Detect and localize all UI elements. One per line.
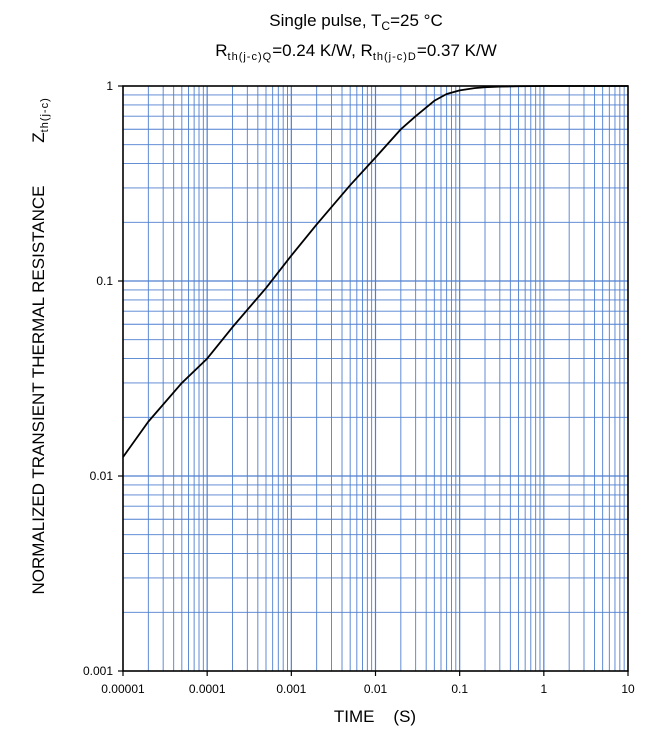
title2-r1-sub: th(j-c)Q bbox=[228, 51, 273, 63]
y-axis-z-label: Zth(j-c) bbox=[29, 97, 51, 143]
y-axis-label: NORMALIZED TRANSIENT THERMAL RESISTANCE bbox=[29, 185, 48, 594]
y-axis-label-group: NORMALIZED TRANSIENT THERMAL RESISTANCE bbox=[29, 185, 48, 594]
chart-title-line1: Single pulse, TC=25 °C bbox=[269, 11, 442, 33]
y-tick-label: 0.01 bbox=[90, 469, 114, 483]
title1-suffix: =25 °C bbox=[390, 11, 443, 30]
title1-sub: C bbox=[381, 19, 390, 33]
y-axis-z-group: Zth(j-c) bbox=[29, 97, 51, 143]
y-tick-label: 0.1 bbox=[96, 274, 113, 288]
x-tick-label: 0.0001 bbox=[189, 682, 226, 696]
y-tick-label: 0.001 bbox=[83, 664, 113, 678]
title2-r1: R bbox=[215, 41, 227, 60]
title2-r2-sub: th(j-c)D bbox=[373, 51, 417, 63]
x-tick-label: 0.001 bbox=[276, 682, 306, 696]
x-tick-label: 0.1 bbox=[451, 682, 468, 696]
y-axis-label-main: NORMALIZED TRANSIENT THERMAL RESISTANCE bbox=[29, 185, 48, 594]
x-tick-label: 10 bbox=[621, 682, 635, 696]
grid-lines bbox=[123, 86, 628, 671]
x-tick-label: 0.00001 bbox=[101, 682, 145, 696]
chart-title-line2: Rth(j-c)Q=0.24 K/W, Rth(j-c)D=0.37 K/W bbox=[215, 41, 497, 63]
x-tick-label: 1 bbox=[540, 682, 547, 696]
x-axis-label: TIME (S) bbox=[334, 707, 416, 726]
y-axis-z: Z bbox=[29, 132, 48, 142]
y-tick-labels: 0.001 0.01 0.1 1 bbox=[83, 79, 123, 678]
x-tick-label: 0.01 bbox=[364, 682, 388, 696]
curve-layer bbox=[122, 85, 628, 458]
title2-r2-val: =0.37 K/W bbox=[417, 41, 497, 60]
title1-prefix: Single pulse, T bbox=[269, 11, 381, 30]
series-line bbox=[122, 85, 628, 458]
title2-r1-val: =0.24 K/W, bbox=[272, 41, 360, 60]
y-tick-label: 1 bbox=[106, 79, 113, 93]
title2-r2: R bbox=[361, 41, 373, 60]
x-tick-labels: 0.00001 0.0001 0.001 0.01 0.1 1 10 bbox=[101, 671, 635, 696]
y-axis-z-sub: th(j-c) bbox=[39, 97, 51, 132]
